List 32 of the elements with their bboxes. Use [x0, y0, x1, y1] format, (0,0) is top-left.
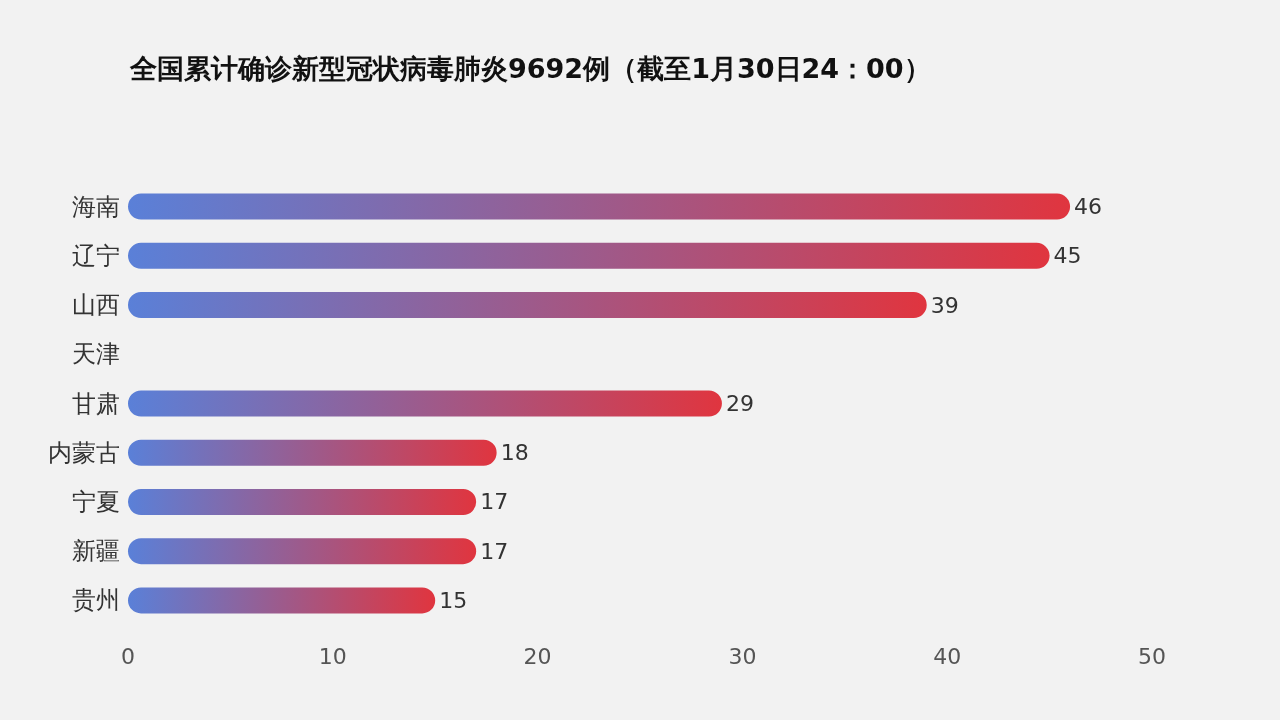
- x-tick-label: 20: [523, 643, 552, 669]
- data-label: 17: [480, 538, 509, 564]
- y-tick-label: 宁夏: [72, 487, 120, 516]
- y-tick-label: 辽宁: [72, 241, 120, 270]
- y-tick-label: 甘肃: [72, 389, 120, 418]
- y-tick-label: 山西: [72, 291, 120, 320]
- x-tick-label: 30: [728, 643, 757, 669]
- bar: [128, 439, 497, 466]
- bar: [128, 488, 477, 515]
- x-tick-label: 0: [121, 643, 135, 669]
- data-label: 29: [725, 391, 754, 416]
- bar: [128, 390, 722, 417]
- bar: [128, 193, 1071, 220]
- y-tick-label: 天津: [72, 340, 120, 369]
- data-label: 39: [930, 292, 959, 318]
- y-tick-label: 贵州: [72, 586, 120, 615]
- bar: [128, 242, 1050, 269]
- data-label: 15: [439, 587, 468, 613]
- y-tick-label: 内蒙古: [48, 438, 120, 467]
- x-tick-label: 50: [1138, 643, 1166, 669]
- y-tick-label: 新疆: [72, 537, 120, 566]
- bar: [128, 292, 927, 319]
- bar: [128, 538, 477, 565]
- data-label: 45: [1053, 243, 1082, 269]
- data-label: 18: [500, 440, 529, 466]
- bar: [128, 587, 436, 614]
- x-tick-label: 10: [318, 643, 347, 669]
- data-label: 17: [480, 489, 509, 515]
- data-label: 46: [1074, 194, 1103, 220]
- chart-title: 全国累计确诊新型冠状病毒肺炎9692例（截至1月30日24：00）: [129, 53, 931, 84]
- y-tick-label: 海南: [72, 192, 120, 221]
- x-tick-label: 40: [933, 643, 962, 669]
